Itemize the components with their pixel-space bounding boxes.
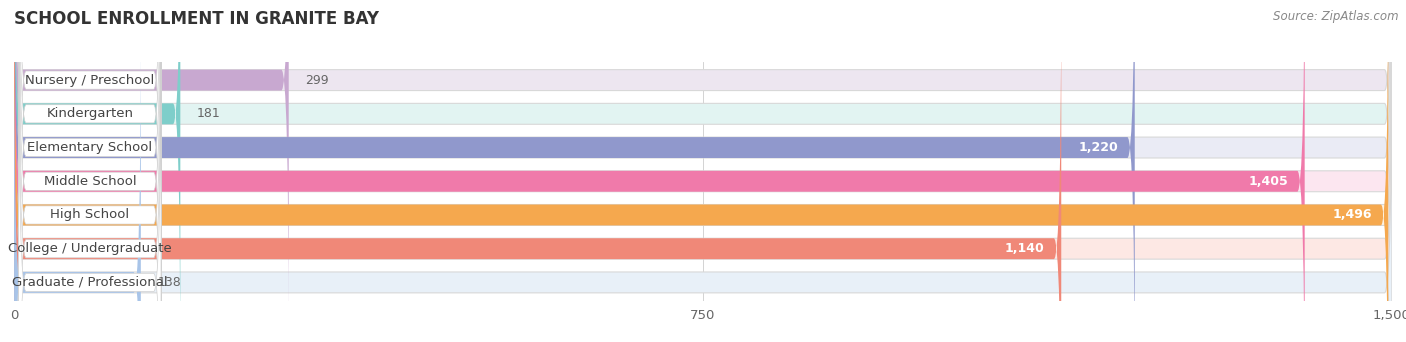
- FancyBboxPatch shape: [14, 0, 1392, 342]
- FancyBboxPatch shape: [14, 23, 141, 342]
- FancyBboxPatch shape: [18, 0, 162, 342]
- Text: 1,220: 1,220: [1078, 141, 1118, 154]
- FancyBboxPatch shape: [14, 0, 180, 342]
- FancyBboxPatch shape: [14, 0, 1062, 342]
- FancyBboxPatch shape: [14, 0, 1135, 342]
- Text: 1,496: 1,496: [1333, 209, 1372, 222]
- FancyBboxPatch shape: [14, 0, 1305, 342]
- Text: SCHOOL ENROLLMENT IN GRANITE BAY: SCHOOL ENROLLMENT IN GRANITE BAY: [14, 10, 380, 28]
- FancyBboxPatch shape: [18, 0, 162, 342]
- FancyBboxPatch shape: [14, 0, 1392, 342]
- FancyBboxPatch shape: [14, 0, 1392, 342]
- Text: Kindergarten: Kindergarten: [46, 107, 134, 120]
- Text: Graduate / Professional: Graduate / Professional: [13, 276, 167, 289]
- FancyBboxPatch shape: [14, 0, 1392, 342]
- FancyBboxPatch shape: [14, 23, 1392, 342]
- Text: College / Undergraduate: College / Undergraduate: [8, 242, 172, 255]
- Text: 181: 181: [197, 107, 221, 120]
- FancyBboxPatch shape: [18, 22, 162, 342]
- FancyBboxPatch shape: [14, 0, 1392, 342]
- FancyBboxPatch shape: [18, 0, 162, 342]
- FancyBboxPatch shape: [14, 0, 1388, 342]
- Text: Middle School: Middle School: [44, 175, 136, 188]
- FancyBboxPatch shape: [18, 0, 162, 342]
- FancyBboxPatch shape: [14, 0, 288, 339]
- FancyBboxPatch shape: [14, 0, 1392, 339]
- Text: Source: ZipAtlas.com: Source: ZipAtlas.com: [1274, 10, 1399, 23]
- Text: High School: High School: [51, 209, 129, 222]
- Text: 1,140: 1,140: [1005, 242, 1045, 255]
- Text: Nursery / Preschool: Nursery / Preschool: [25, 74, 155, 87]
- FancyBboxPatch shape: [18, 0, 162, 342]
- Text: 299: 299: [305, 74, 329, 87]
- Text: 1,405: 1,405: [1249, 175, 1288, 188]
- FancyBboxPatch shape: [18, 0, 162, 341]
- Text: 138: 138: [157, 276, 181, 289]
- Text: Elementary School: Elementary School: [27, 141, 152, 154]
